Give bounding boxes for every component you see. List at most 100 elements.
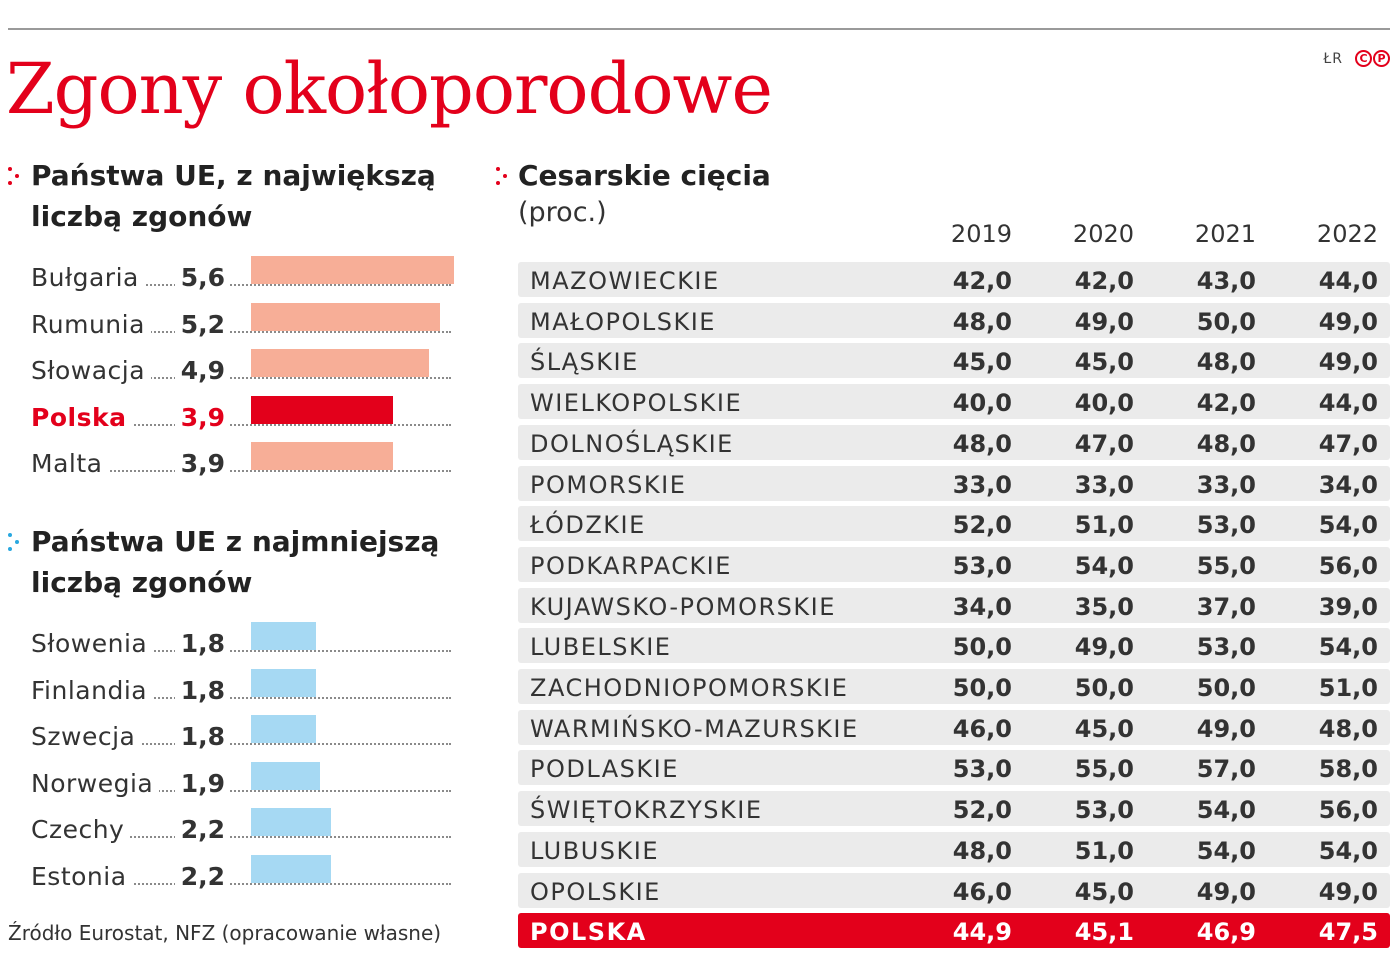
region-name: WARMIŃSKO-MAZURSKIE: [530, 714, 859, 743]
table-cell: 45,1: [1074, 918, 1134, 947]
source-note: Źródło Eurostat, NFZ (opracowanie własne…: [8, 921, 442, 945]
table-cell: 56,0: [1318, 551, 1378, 580]
region-name: ŚWIĘTOKRZYSKIE: [530, 796, 763, 825]
table-cell: 49,0: [1318, 307, 1378, 336]
region-name: POLSKA: [530, 918, 647, 947]
high-bar-row: Polska 3,9: [31, 392, 451, 432]
value-label: 1,9: [174, 768, 229, 798]
table-cell: 50,0: [952, 633, 1012, 662]
table-cell: 46,0: [952, 877, 1012, 906]
table-cell: 49,0: [1196, 877, 1256, 906]
bar: [251, 668, 317, 697]
value-label: 3,9: [174, 402, 229, 432]
bar: [251, 761, 320, 790]
table-cell: 53,0: [952, 755, 1012, 784]
table-cell: 46,0: [952, 714, 1012, 743]
table-cell: 54,0: [1196, 836, 1256, 865]
table-cell: 53,0: [1074, 796, 1134, 825]
region-name: WIELKOPOLSKIE: [530, 389, 743, 418]
credits: ŁR C P: [1323, 50, 1390, 67]
value-label: 5,6: [174, 263, 229, 292]
dotted-leader: [31, 423, 451, 426]
table-cell: 50,0: [1196, 307, 1256, 336]
high-bar-row: Rumunia 5,2: [31, 299, 451, 339]
table-row: POMORSKIE 33,0 33,0 33,0 34,0: [518, 465, 1390, 501]
table-cell: 48,0: [1196, 348, 1256, 377]
region-name: MAZOWIECKIE: [530, 267, 720, 295]
country-label: Szwecja: [31, 722, 142, 751]
table-cell: 44,9: [952, 918, 1012, 947]
section-bullet-icon: [8, 533, 22, 553]
table-cell: 50,0: [1074, 674, 1134, 702]
table-cell: 49,0: [1318, 348, 1378, 377]
country-label: Słowacja: [31, 356, 152, 385]
table-cell: 50,0: [1196, 674, 1256, 702]
dotted-leader: [31, 377, 451, 379]
low-bar-row: Szwecja 1,8: [31, 711, 451, 751]
table-cell: 48,0: [952, 307, 1012, 336]
page-title: Zgony okołoporodowe: [6, 48, 773, 130]
table-row: ŚLĄSKIE 45,0 45,0 48,0 49,0: [518, 343, 1390, 379]
low-bar-row: Słowenia 1,8: [31, 618, 451, 658]
table-row: PODLASKIE 53,0 55,0 57,0 58,0: [518, 750, 1390, 786]
region-name: KUJAWSKO-POMORSKIE: [530, 592, 836, 621]
dotted-leader: [31, 789, 451, 792]
table-cell: 43,0: [1196, 267, 1256, 295]
table-cell: 49,0: [1074, 633, 1134, 662]
value-label: 2,2: [174, 815, 229, 844]
table-cell: 50,0: [952, 674, 1012, 702]
table-cell: 45,0: [1074, 714, 1134, 743]
lowest-title-line-2: liczbą zgonów: [31, 566, 253, 599]
table-row: LUBELSKIE 50,0 49,0 53,0 54,0: [518, 628, 1390, 664]
table-title: Cesarskie cięcia: [518, 159, 771, 192]
region-name: LUBELSKIE: [530, 633, 672, 662]
table-cell: 47,5: [1318, 918, 1378, 947]
table-row: LUBUSKIE 48,0 51,0 54,0 54,0: [518, 831, 1390, 867]
bar: [251, 442, 393, 470]
table-cell: 46,9: [1196, 918, 1256, 947]
publisher-logo: C P: [1355, 50, 1390, 67]
table-cell: 49,0: [1318, 877, 1378, 906]
table-cell: 57,0: [1196, 755, 1256, 784]
table-cell: 48,0: [952, 429, 1012, 458]
low-bar-row: Estonia 2,2: [31, 851, 451, 891]
table-cell: 35,0: [1074, 592, 1134, 621]
country-label: Czechy: [31, 815, 131, 844]
table-subtitle: (proc.): [518, 197, 607, 228]
table-cell: 48,0: [952, 836, 1012, 865]
highest-title-line-2: liczbą zgonów: [31, 200, 253, 233]
region-name: ŁÓDZKIE: [530, 511, 646, 540]
value-label: 1,8: [174, 675, 229, 705]
table-cell: 45,0: [952, 348, 1012, 377]
high-bar-row: Malta 3,9: [31, 438, 451, 478]
table-cell: 58,0: [1318, 755, 1378, 784]
table-cell: 42,0: [952, 267, 1012, 295]
value-label: 5,2: [174, 309, 229, 339]
table-row: ŚWIĘTOKRZYSKIE 52,0 53,0 54,0 56,0: [518, 791, 1390, 827]
region-name: POMORSKIE: [530, 470, 687, 499]
highest-section-title: Państwa UE, z największą liczbą zgonów: [31, 155, 436, 237]
table-row: MAŁOPOLSKIE 48,0 49,0 50,0 49,0: [518, 302, 1390, 338]
table-cell: 40,0: [1074, 389, 1134, 418]
country-label: Norwegia: [31, 768, 160, 798]
region-name: OPOLSKIE: [530, 877, 661, 906]
table-cell: 44,0: [1318, 389, 1378, 418]
dotted-leader: [31, 284, 451, 286]
high-bar-row: Bułgaria 5,6: [31, 252, 455, 292]
country-label: Rumunia: [31, 309, 151, 339]
table-cell: 33,0: [1074, 470, 1134, 499]
region-name: PODKARPACKIE: [530, 551, 732, 580]
table-cell: 55,0: [1196, 551, 1256, 580]
table-cell: 39,0: [1318, 592, 1378, 621]
top-rule: [8, 28, 1390, 30]
year-header: 2022: [1316, 220, 1378, 248]
table-cell: 42,0: [1074, 267, 1134, 295]
logo-letter-c: C: [1355, 50, 1372, 67]
value-label: 3,9: [174, 449, 229, 478]
table-cell: 51,0: [1074, 511, 1134, 540]
table-cell: 53,0: [1196, 511, 1256, 540]
region-name: DOLNOŚLĄSKIE: [530, 429, 734, 458]
table-cell: 51,0: [1318, 674, 1378, 702]
table-cell: 54,0: [1318, 836, 1378, 865]
table-row: PODKARPACKIE 53,0 54,0 55,0 56,0: [518, 546, 1390, 582]
